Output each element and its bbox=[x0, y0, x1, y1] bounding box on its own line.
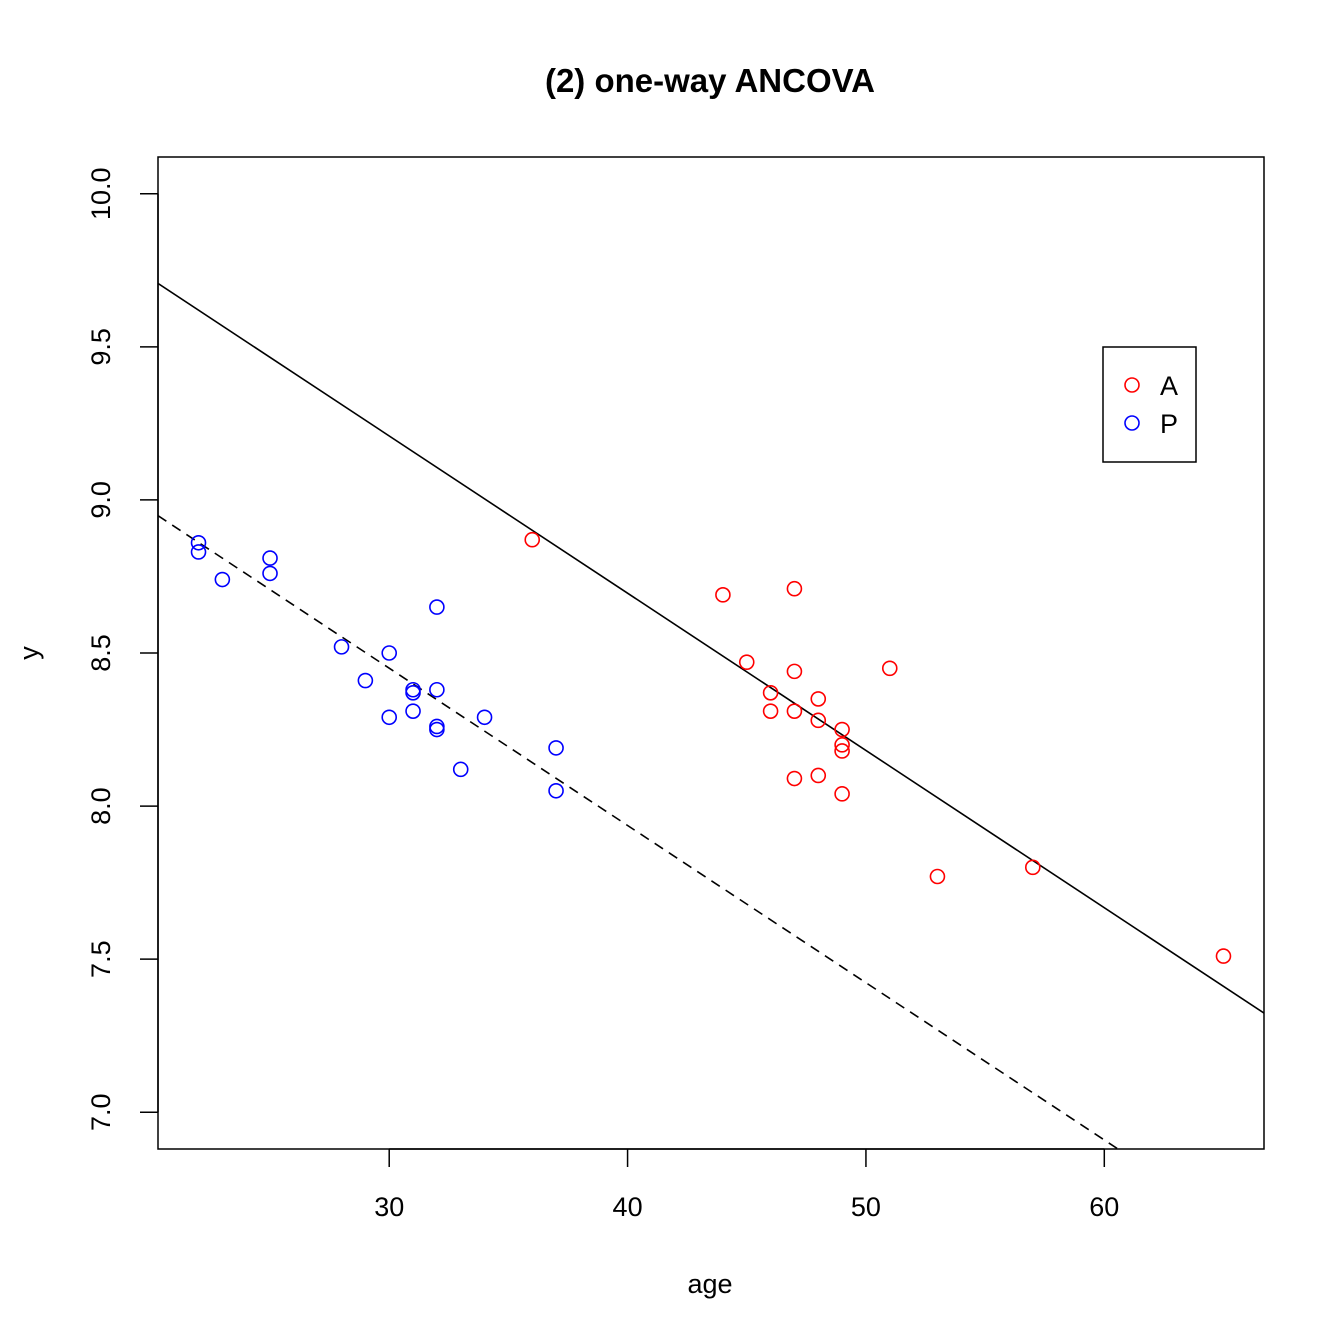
point-p-7 bbox=[381, 645, 398, 661]
y-tick-label-2: 8.0 bbox=[86, 787, 116, 825]
point-p-17 bbox=[476, 709, 493, 726]
x-tick-label-60: 60 bbox=[1089, 1192, 1119, 1222]
point-p-5 bbox=[333, 639, 350, 655]
point-a-11 bbox=[810, 767, 827, 784]
point-p-15 bbox=[429, 721, 445, 738]
data-points bbox=[190, 531, 1232, 964]
y-tick-label-3: 8.5 bbox=[86, 634, 116, 672]
point-p-11 bbox=[405, 703, 421, 719]
point-a-12 bbox=[834, 721, 850, 738]
point-p-0 bbox=[190, 534, 207, 551]
x-axis-label: age bbox=[687, 1269, 732, 1299]
point-p-13 bbox=[429, 681, 445, 698]
point-a-2 bbox=[738, 654, 755, 670]
fit-lines bbox=[158, 282, 1264, 1149]
x-tick-label-30: 30 bbox=[374, 1192, 404, 1222]
y-tick-label-4: 9.0 bbox=[86, 481, 116, 519]
point-p-10 bbox=[405, 685, 421, 701]
point-a-17 bbox=[929, 868, 946, 885]
point-a-1 bbox=[715, 587, 731, 603]
point-a-3 bbox=[762, 685, 779, 701]
point-p-1 bbox=[190, 544, 207, 560]
plot-frame bbox=[157, 156, 1265, 1150]
point-p-4 bbox=[262, 565, 278, 582]
point-p-16 bbox=[452, 761, 469, 778]
legend-label-p: P bbox=[1160, 409, 1178, 439]
point-a-7 bbox=[786, 703, 803, 719]
x-tick-label-50: 50 bbox=[851, 1192, 881, 1222]
point-a-14 bbox=[834, 743, 850, 759]
point-p-2 bbox=[214, 571, 231, 588]
point-a-6 bbox=[786, 663, 803, 680]
fit-line-p bbox=[158, 515, 1120, 1149]
point-p-12 bbox=[429, 599, 445, 615]
point-a-16 bbox=[881, 660, 898, 677]
legend-marker-p bbox=[1124, 415, 1140, 431]
y-tick-label-5: 9.5 bbox=[86, 328, 116, 366]
point-a-8 bbox=[786, 770, 803, 787]
point-p-3 bbox=[262, 550, 278, 566]
legend-marker-a bbox=[1124, 377, 1140, 393]
point-a-18 bbox=[1024, 859, 1041, 876]
y-tick-label-0: 7.0 bbox=[86, 1093, 116, 1131]
point-p-6 bbox=[357, 672, 374, 689]
point-p-18 bbox=[548, 740, 564, 756]
y-tick-label-1: 7.5 bbox=[86, 940, 116, 978]
x-tick-label-40: 40 bbox=[613, 1192, 643, 1222]
point-a-19 bbox=[1215, 948, 1232, 964]
point-p-8 bbox=[381, 709, 398, 726]
y-tick-label-6: 10.0 bbox=[86, 167, 116, 220]
point-a-10 bbox=[810, 712, 827, 729]
point-a-4 bbox=[762, 703, 779, 719]
point-p-14 bbox=[429, 718, 445, 735]
legend-label-a: A bbox=[1160, 371, 1178, 401]
chart-title: (2) one-way ANCOVA bbox=[545, 62, 875, 99]
point-a-13 bbox=[834, 737, 850, 753]
y-axis-label: y bbox=[14, 646, 44, 660]
legend: A P bbox=[1102, 346, 1197, 463]
fit-line-a bbox=[158, 282, 1264, 1014]
legend-box bbox=[1102, 346, 1197, 463]
x-axis: 30 40 50 60 bbox=[374, 1148, 1119, 1222]
point-a-9 bbox=[810, 691, 827, 707]
point-a-15 bbox=[834, 786, 850, 802]
point-a-5 bbox=[786, 580, 803, 597]
y-axis: 7.0 7.5 8.0 8.5 9.0 9.5 10.0 bbox=[86, 167, 159, 1131]
point-p-19 bbox=[548, 782, 564, 799]
point-a-0 bbox=[524, 531, 541, 548]
